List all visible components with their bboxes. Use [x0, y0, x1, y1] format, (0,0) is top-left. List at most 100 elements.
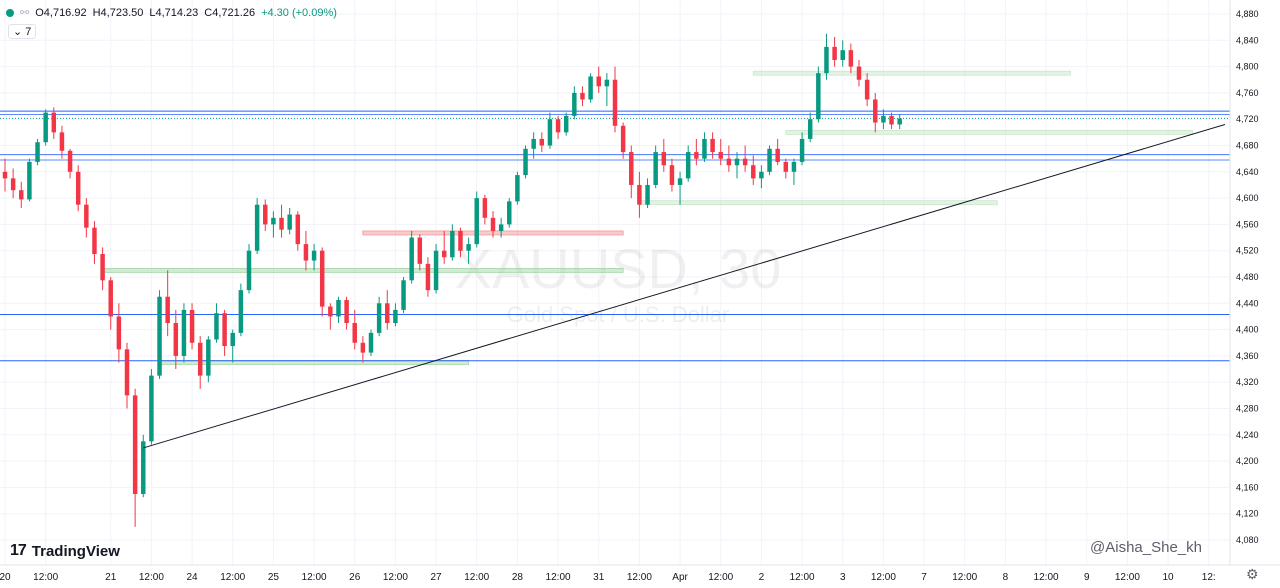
eye-icon[interactable]: ⚯ [20, 7, 30, 19]
candle-body [661, 152, 667, 166]
time-axis[interactable]: 20 12:00 21 12:00 24 12:00 25 12:00 26 12:00 27 12:… [0, 564, 1280, 588]
candle-body [620, 125, 626, 153]
gear-icon[interactable]: ⚙ [1246, 566, 1259, 582]
time-tick-label: 12:00 [790, 572, 815, 583]
time-tick-label: 2 [759, 572, 765, 583]
candle-body [645, 184, 650, 205]
candle-body [507, 201, 512, 225]
time-tick-label: 26 [349, 572, 361, 583]
candle-body [897, 118, 902, 125]
candle-body [100, 253, 105, 281]
candle-body [319, 250, 325, 307]
candle-body [287, 214, 292, 230]
price-tick-label: 4,840 [1236, 35, 1259, 45]
time-tick-label: 8 [1003, 572, 1009, 583]
time-tick-label: 12:00 [871, 572, 896, 583]
candle-body [547, 119, 553, 146]
candle-body [344, 300, 349, 324]
candle-body [751, 165, 756, 179]
candle-body [116, 316, 122, 350]
tradingview-logo-icon: 17 [10, 542, 27, 559]
candle-body [417, 237, 423, 264]
price-tick-label: 4,520 [1236, 246, 1259, 256]
time-tick-label: 12:00 [33, 572, 58, 583]
candle-body [832, 46, 837, 61]
candle-body [450, 230, 455, 258]
candle-body [759, 171, 764, 179]
candle-body [742, 158, 748, 166]
candle-body [555, 119, 561, 133]
time-tick-label: 20 [0, 572, 11, 583]
candle-body [726, 158, 732, 166]
candles [2, 33, 902, 527]
time-tick-label: 12:00 [464, 572, 489, 583]
candle-body [165, 296, 170, 324]
candle-body [783, 161, 789, 172]
low-value: L4,714.23 [149, 6, 199, 19]
price-tick-label: 4,120 [1236, 509, 1259, 519]
price-axis[interactable]: 4,880 4,840 4,800 4,760 4,720 4,680 4,640 4,600… [1229, 0, 1280, 588]
candle-body [263, 204, 268, 225]
candle-body [848, 50, 854, 67]
candle-body [669, 165, 675, 185]
candle-body [637, 184, 642, 205]
candle-body [75, 171, 81, 205]
candle-body [51, 112, 57, 133]
candle-body [385, 303, 390, 324]
price-tick-label: 4,400 [1236, 325, 1259, 335]
indicators-toggle[interactable]: ⌄ 7 [8, 24, 37, 39]
candle-body [588, 76, 593, 100]
candle-body [856, 66, 862, 80]
time-tick-label: 21 [105, 572, 117, 583]
time-tick-label: 9 [1084, 572, 1090, 583]
time-tick-label: 12:00 [708, 572, 733, 583]
high-value: H4,723.50 [92, 6, 144, 19]
change-value: +4.30 (+0.09%) [261, 6, 337, 19]
candle-body [458, 230, 463, 251]
price-tick-label: 4,480 [1236, 272, 1259, 282]
candle-body [189, 309, 195, 343]
candle-body [596, 76, 601, 87]
time-tick-label: 25 [268, 572, 280, 583]
trendline[interactable] [143, 123, 1226, 449]
candle-body [816, 73, 821, 120]
time-tick-label: 12:00 [383, 572, 408, 583]
candle-body [108, 280, 113, 317]
time-tick-label: 12:00 [302, 572, 327, 583]
candle-body [157, 296, 162, 376]
indicator-count: 7 [25, 26, 32, 38]
time-tick-label: Apr [672, 572, 688, 583]
candle-body [629, 152, 634, 185]
candle-body [230, 332, 235, 347]
candle-body [149, 375, 154, 442]
time-tick-label: 12:00 [627, 572, 652, 583]
time-tick-label: 27 [431, 572, 443, 583]
time-tick-label: 12:00 [1034, 572, 1059, 583]
candle-body [523, 148, 528, 176]
symbol-watermark: XAUUSD, 30 Gold Spot / U.S. Dollar [455, 237, 782, 327]
candle-body [246, 250, 252, 291]
price-tick-label: 4,240 [1236, 430, 1259, 440]
price-tick-label: 4,880 [1236, 9, 1259, 19]
support-resistance-zone [752, 70, 1071, 76]
candle-body [734, 158, 740, 166]
tradingview-logo-text: TradingView [31, 542, 120, 560]
candle-body [864, 79, 870, 100]
candle-body [482, 198, 488, 218]
price-tick-label: 4,800 [1236, 62, 1259, 72]
price-tick-label: 4,160 [1236, 482, 1259, 492]
price-tick-label: 4,200 [1236, 456, 1259, 466]
price-tick-label: 4,280 [1236, 404, 1259, 414]
time-tick-label: 28 [512, 572, 524, 583]
candle-body [336, 300, 341, 317]
candle-body [360, 342, 366, 353]
candle-body [775, 148, 780, 162]
candle-body [685, 152, 691, 179]
time-tick-label: 10 [1163, 572, 1175, 583]
price-tick-label: 4,560 [1236, 219, 1259, 229]
tradingview-logo: 17 TradingView [10, 542, 120, 560]
chevron-down-icon: ⌄ [13, 26, 23, 38]
time-tick-label: 31 [593, 572, 605, 583]
candle-body [840, 50, 845, 61]
